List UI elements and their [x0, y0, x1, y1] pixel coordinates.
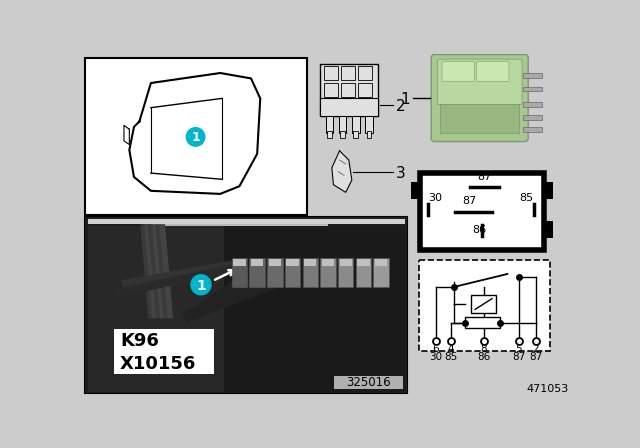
Text: 3: 3 [396, 166, 406, 181]
Bar [523, 116, 542, 120]
Text: 5: 5 [516, 344, 522, 354]
Bar [358, 83, 372, 97]
Text: 4: 4 [448, 344, 454, 354]
Bar [287, 259, 299, 266]
Bar [234, 259, 246, 266]
Text: 1: 1 [196, 279, 206, 293]
Bar [543, 182, 553, 199]
FancyBboxPatch shape [477, 61, 509, 82]
Bar [440, 104, 519, 133]
Text: 6: 6 [433, 344, 439, 354]
Bar [86, 217, 407, 392]
Bar [251, 259, 263, 266]
FancyBboxPatch shape [442, 61, 474, 82]
Bar [340, 131, 345, 138]
Text: 2: 2 [532, 344, 540, 354]
Bar [465, 317, 500, 328]
Bar [358, 66, 372, 80]
Bar [304, 259, 316, 266]
Bar [320, 258, 336, 287]
Text: 325016: 325016 [346, 376, 391, 389]
Bar [324, 66, 338, 80]
Bar [324, 83, 338, 97]
Bar [322, 259, 334, 266]
Polygon shape [332, 151, 352, 192]
Bar [250, 258, 265, 287]
Bar [88, 226, 227, 392]
Bar [419, 260, 550, 351]
Bar [86, 58, 307, 215]
Bar [303, 258, 318, 287]
FancyBboxPatch shape [437, 59, 522, 104]
Bar [320, 64, 378, 116]
Bar [420, 173, 543, 250]
Bar [411, 182, 420, 199]
Text: 1: 1 [400, 92, 410, 107]
Text: 86: 86 [472, 225, 486, 236]
Bar [353, 131, 358, 138]
Text: 87: 87 [463, 196, 477, 206]
Bar [267, 258, 283, 287]
Bar [224, 226, 405, 392]
Text: 1: 1 [191, 131, 200, 144]
Bar [341, 66, 355, 80]
Bar [326, 116, 333, 133]
Circle shape [191, 275, 211, 295]
Bar [367, 131, 371, 138]
Bar [373, 258, 389, 287]
Text: 471053: 471053 [526, 384, 568, 394]
Bar [340, 259, 352, 266]
Bar [365, 116, 372, 133]
Text: 85: 85 [519, 193, 533, 203]
Bar [523, 73, 542, 78]
Bar [523, 127, 542, 132]
Bar [232, 258, 247, 287]
Text: 85: 85 [445, 352, 458, 362]
Text: 86: 86 [477, 352, 490, 362]
Bar [285, 258, 300, 287]
Polygon shape [124, 125, 129, 145]
Text: 30: 30 [428, 193, 442, 203]
Bar [341, 83, 355, 97]
Circle shape [186, 128, 205, 146]
Polygon shape [129, 73, 260, 194]
Text: 87: 87 [513, 352, 525, 362]
Bar [357, 259, 369, 266]
Bar [334, 375, 403, 389]
Text: 87: 87 [477, 172, 492, 182]
Bar [352, 116, 360, 133]
Text: 2: 2 [396, 99, 405, 114]
Bar [327, 131, 332, 138]
Text: K96
X10156: K96 X10156 [120, 332, 196, 373]
Bar [471, 295, 496, 313]
Bar [114, 329, 214, 374]
Bar [523, 87, 542, 91]
Bar [269, 259, 281, 266]
Text: 8: 8 [480, 344, 487, 354]
Text: 87: 87 [529, 352, 543, 362]
FancyBboxPatch shape [431, 55, 528, 142]
Bar [356, 258, 371, 287]
Bar [86, 217, 407, 392]
Bar [523, 102, 542, 107]
Bar [543, 221, 553, 238]
Bar [151, 224, 328, 226]
Bar [375, 259, 387, 266]
Bar [320, 99, 378, 116]
Bar [338, 258, 353, 287]
Bar [339, 116, 346, 133]
Text: 30: 30 [429, 352, 442, 362]
Bar [88, 220, 405, 224]
